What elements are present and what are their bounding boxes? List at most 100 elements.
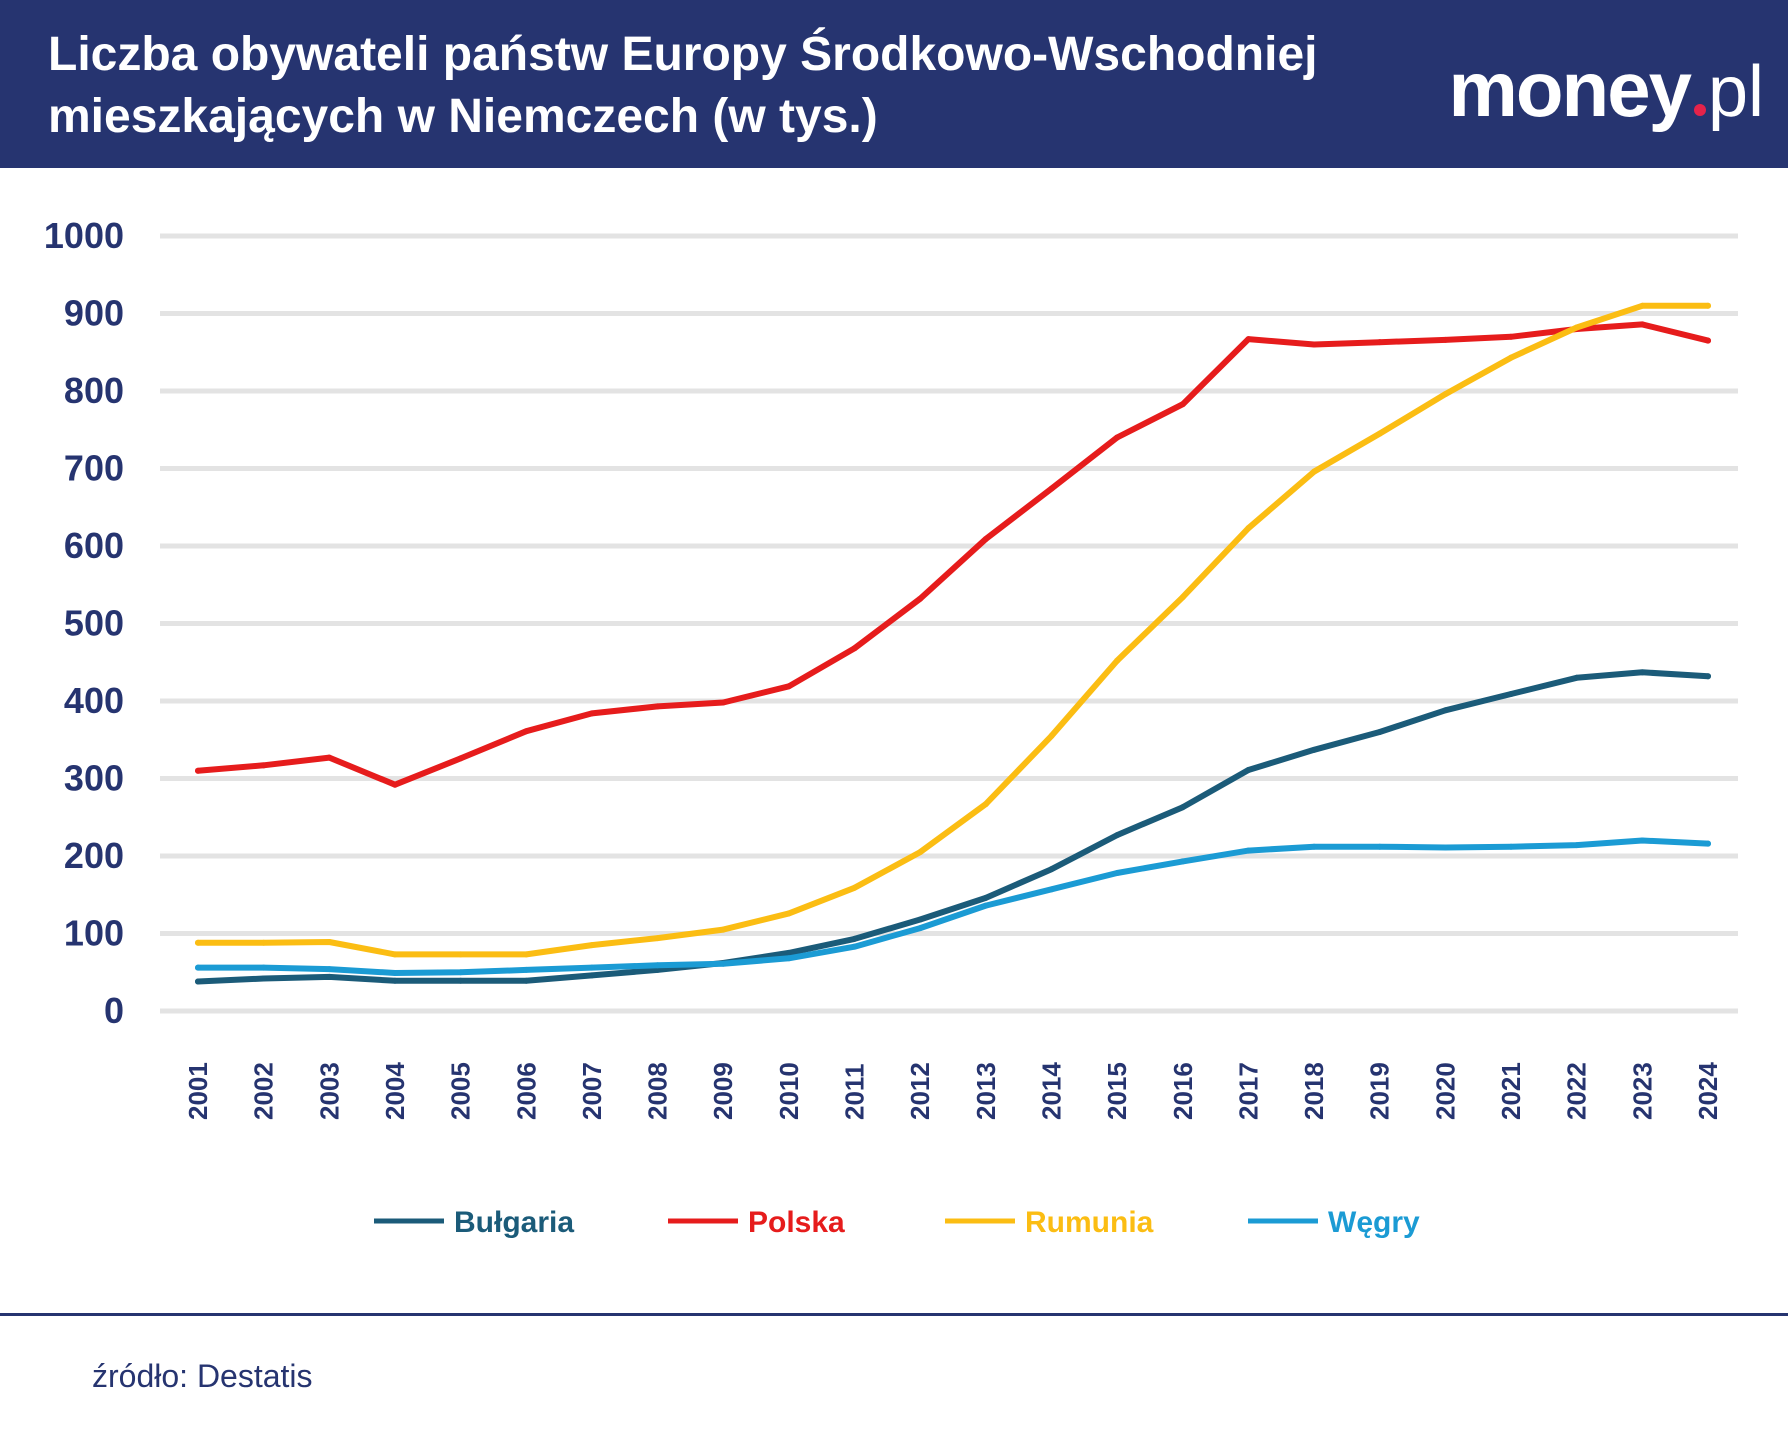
data-point — [1376, 339, 1383, 346]
data-point — [1442, 336, 1449, 343]
data-point — [523, 977, 530, 984]
series-line-0 — [195, 669, 1711, 985]
data-point — [1639, 302, 1646, 309]
data-point — [260, 939, 267, 946]
data-point — [588, 964, 595, 971]
legend-item-1: Polska — [668, 1206, 845, 1239]
data-point — [523, 966, 530, 973]
data-point — [1311, 341, 1318, 348]
data-point — [1639, 837, 1646, 844]
data-point — [1311, 746, 1318, 753]
y-tick-label: 900 — [64, 293, 124, 334]
data-point — [1114, 434, 1121, 441]
data-point — [1245, 336, 1252, 343]
data-point — [391, 951, 398, 958]
data-point — [588, 710, 595, 717]
y-tick-label: 800 — [64, 370, 124, 411]
data-point — [1573, 324, 1580, 331]
data-point — [195, 964, 201, 971]
data-point — [785, 683, 792, 690]
data-point — [1048, 866, 1055, 873]
data-point — [326, 973, 333, 980]
x-tick-label: 2002 — [249, 1062, 279, 1120]
data-point — [982, 536, 989, 543]
y-tick-label: 700 — [64, 448, 124, 489]
logo-dot-icon — [1693, 104, 1706, 116]
legend-label: Bułgaria — [454, 1206, 574, 1239]
data-point — [1245, 525, 1252, 532]
x-tick-label: 2007 — [577, 1062, 607, 1120]
y-tick-label: 300 — [64, 758, 124, 799]
x-tick-label: 2015 — [1102, 1062, 1132, 1120]
x-tick-label: 2020 — [1430, 1062, 1460, 1120]
data-point — [1114, 657, 1121, 664]
data-point — [1573, 842, 1580, 849]
data-point — [1114, 870, 1121, 877]
data-point — [1376, 843, 1383, 850]
data-point — [1705, 302, 1711, 309]
data-point — [195, 939, 201, 946]
y-tick-label: 1000 — [44, 215, 124, 256]
data-point — [1705, 337, 1711, 344]
data-point — [1179, 401, 1186, 408]
legend-label: Polska — [748, 1206, 845, 1239]
data-point — [260, 964, 267, 971]
y-tick-label: 0 — [104, 990, 124, 1031]
data-point — [588, 972, 595, 979]
x-tick-label: 2005 — [446, 1062, 476, 1120]
data-point — [720, 699, 727, 706]
data-point — [1311, 468, 1318, 475]
data-point — [1639, 669, 1646, 676]
y-tick-label: 500 — [64, 603, 124, 644]
series-line-2 — [195, 302, 1711, 958]
data-point — [1114, 832, 1121, 839]
x-tick-label: 2018 — [1299, 1062, 1329, 1120]
chart-title: Liczba obywateli państw Europy Środkowo-… — [48, 24, 1408, 148]
legend-label: Węgry — [1328, 1206, 1420, 1239]
data-point — [588, 942, 595, 949]
data-point — [391, 977, 398, 984]
data-point — [851, 884, 858, 891]
logo-brand-text: money — [1448, 45, 1692, 133]
data-point — [1442, 844, 1449, 851]
data-point — [391, 970, 398, 977]
data-point — [1705, 840, 1711, 847]
x-tick-label: 2017 — [1233, 1062, 1263, 1120]
legend-item-0: Bułgaria — [374, 1206, 574, 1239]
data-point — [720, 960, 727, 967]
header-banner: Liczba obywateli państw Europy Środkowo-… — [0, 0, 1788, 168]
data-point — [195, 767, 201, 774]
data-point — [785, 955, 792, 962]
data-point — [1311, 843, 1318, 850]
x-tick-label: 2023 — [1627, 1062, 1657, 1120]
x-tick-label: 2001 — [183, 1062, 213, 1120]
chart-title-line-2: mieszkających w Niemczech (w tys.) — [48, 90, 878, 143]
data-point — [326, 754, 333, 761]
data-point — [917, 595, 924, 602]
y-axis: 0 100 200 300 400 500 600 700 800 900 1000 — [44, 215, 124, 1031]
x-tick-label: 2021 — [1496, 1062, 1526, 1120]
series-line-1 — [195, 321, 1711, 788]
chart-title-line-1: Liczba obywateli państw Europy Środkowo-… — [48, 28, 1318, 81]
x-tick-label: 2004 — [380, 1062, 410, 1120]
series-line-3 — [195, 837, 1711, 976]
data-point — [457, 969, 464, 976]
data-point — [1705, 673, 1711, 680]
data-point — [1442, 707, 1449, 714]
data-point — [1639, 321, 1646, 328]
x-tick-label: 2013 — [971, 1062, 1001, 1120]
data-point — [1508, 333, 1515, 340]
data-point — [1179, 594, 1186, 601]
logo-tld-text: pl — [1707, 52, 1764, 132]
data-point — [654, 703, 661, 710]
x-tick-label: 2014 — [1036, 1062, 1066, 1120]
footer-divider — [0, 1313, 1788, 1316]
data-point — [1048, 485, 1055, 492]
data-point — [391, 781, 398, 788]
x-tick-label: 2006 — [511, 1062, 541, 1120]
x-tick-label: 2012 — [905, 1062, 935, 1120]
source-note: źródło: Destatis — [92, 1358, 313, 1394]
data-point — [1179, 804, 1186, 811]
data-point — [523, 728, 530, 735]
data-point — [1508, 843, 1515, 850]
